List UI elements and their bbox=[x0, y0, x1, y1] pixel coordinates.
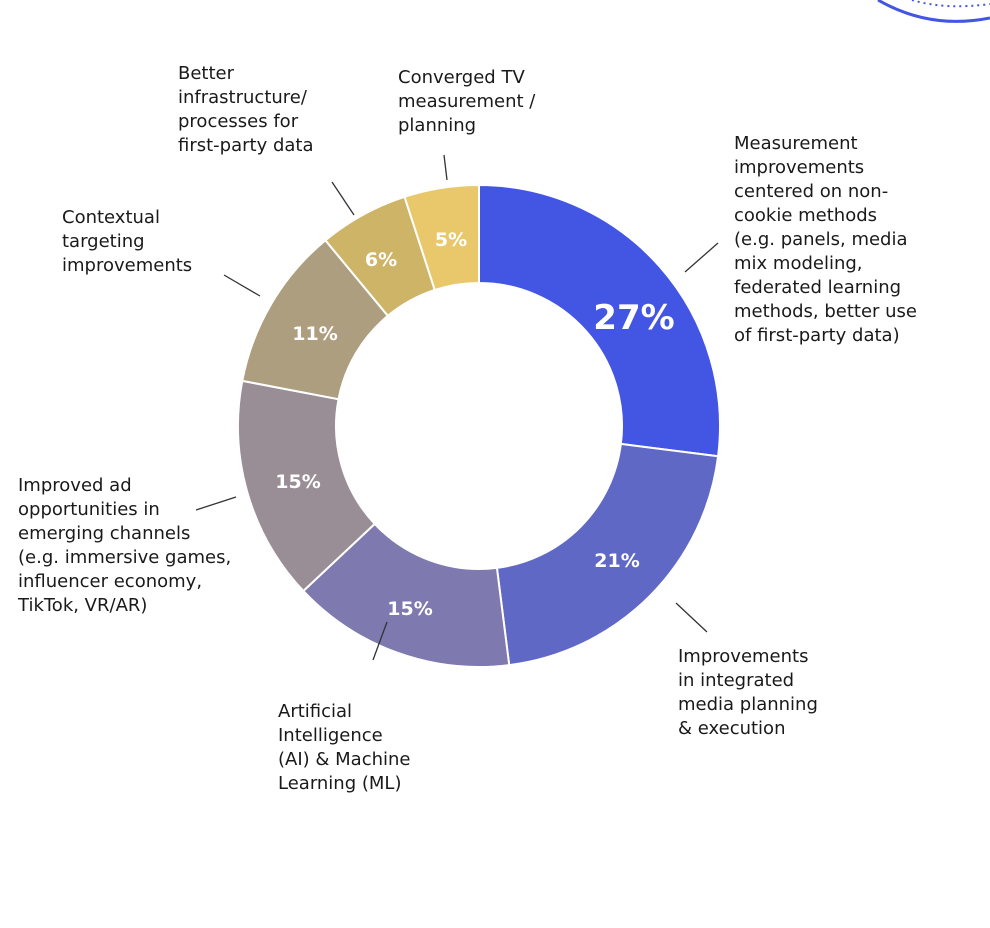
slice-category-label-line: federated learning bbox=[734, 277, 902, 298]
slice-category-label-line: TikTok, VR/AR) bbox=[18, 595, 148, 616]
leader-line bbox=[195, 496, 237, 511]
leader-line bbox=[443, 154, 448, 181]
slice-category-label-line: first-party data bbox=[178, 135, 314, 156]
slice-category-label-line: influencer economy, bbox=[18, 571, 203, 592]
slice-value-label: 5% bbox=[435, 229, 467, 251]
donut-slice bbox=[403, 183, 480, 292]
slice-category-label: Improved ad opportunities in emerging chan… bbox=[18, 474, 231, 618]
slice-category-label-line: Better bbox=[178, 63, 235, 84]
slice-category-label-line: (e.g. immersive games, bbox=[18, 547, 232, 568]
leader-line bbox=[223, 274, 261, 297]
slice-category-label-line: cookie methods bbox=[734, 205, 878, 226]
slice-category-label-line: of first-party data) bbox=[734, 325, 900, 346]
slice-category-label: Artificial Intelligence (AI) & Machine Lear… bbox=[278, 700, 411, 796]
leader-lines-layer bbox=[195, 154, 719, 661]
corner-badge-dots bbox=[911, 0, 990, 8]
slice-value-label: 21% bbox=[594, 550, 639, 572]
slice-category-label-line: Contextual bbox=[62, 207, 160, 228]
slice-category-label-line: (e.g. panels, media bbox=[734, 229, 908, 250]
slice-category-label-line: emerging channels bbox=[18, 523, 191, 544]
slice-category-label-line: opportunities in bbox=[18, 499, 160, 520]
slice-category-label-line: improvements bbox=[734, 157, 865, 178]
slice-category-label-line: Improvements bbox=[678, 646, 809, 667]
slice-category-label: Contextual targeting improvements bbox=[62, 206, 192, 278]
slice-category-label-line: media planning bbox=[678, 694, 818, 715]
leader-line bbox=[331, 181, 355, 216]
slice-value-label: 6% bbox=[365, 249, 397, 271]
slice-value-label: 15% bbox=[387, 598, 432, 620]
value-labels-layer: 27% 21% 15% 15% 11% 6% 5% bbox=[275, 229, 674, 620]
leader-line bbox=[684, 242, 719, 273]
slice-category-label-line: methods, better use bbox=[734, 301, 918, 322]
slice-value-label: 11% bbox=[292, 323, 337, 345]
slice-category-label-line: mix modeling, bbox=[734, 253, 863, 274]
slice-value-label: 27% bbox=[593, 298, 674, 338]
leader-line bbox=[675, 602, 708, 633]
slice-category-label-line: Measurement bbox=[734, 133, 858, 154]
slice-category-label: Improvements in integrated media planning &… bbox=[678, 645, 818, 741]
slice-category-label-line: centered on non- bbox=[734, 181, 889, 202]
slice-category-label-line: in integrated bbox=[678, 670, 795, 691]
slice-category-label-line: & execution bbox=[678, 718, 786, 739]
slice-category-label-line: processes for bbox=[178, 111, 299, 132]
slice-value-label: 15% bbox=[275, 471, 320, 493]
slice-category-label-line: Intelligence bbox=[278, 725, 383, 746]
slice-category-label-line: Improved ad bbox=[18, 475, 132, 496]
corner-badge-arc bbox=[877, 0, 990, 23]
slice-category-label: Converged TV measurement / planning bbox=[398, 66, 535, 138]
slice-category-label-line: improvements bbox=[62, 255, 193, 276]
slice-category-label: Better infrastructure/processes for first-… bbox=[178, 62, 314, 158]
slice-category-label-line: Artificial bbox=[278, 701, 353, 722]
slice-category-label-line: Learning (ML) bbox=[278, 773, 402, 794]
leader-line bbox=[372, 621, 388, 661]
donut-slice bbox=[495, 442, 720, 667]
donut-slice bbox=[478, 183, 721, 458]
slice-category-label-line: measurement / bbox=[398, 91, 536, 112]
slice-category-label-line: targeting bbox=[62, 231, 145, 252]
slice-category-label-line: (AI) & Machine bbox=[278, 749, 411, 770]
slices-layer bbox=[237, 183, 721, 668]
slice-category-label-line: Converged TV bbox=[398, 67, 525, 88]
slice-category-label-line: infrastructure/ bbox=[178, 87, 307, 108]
slice-category-label-line: planning bbox=[398, 115, 477, 136]
slice-category-label: Measurement improvements centered on non-c… bbox=[734, 132, 917, 348]
